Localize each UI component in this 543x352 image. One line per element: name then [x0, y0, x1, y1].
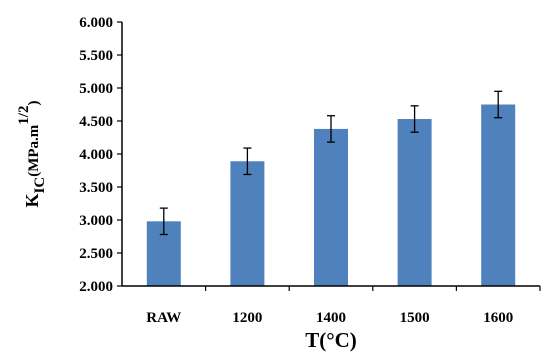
y-axis-title-close: ): [26, 101, 42, 106]
error-bar-1600: [494, 90, 503, 119]
y-axis-ticks: 2.000 2.500 3.000 3.500 4.000 4.500 5.000 5.500…: [79, 15, 122, 295]
x-axis-title: T(°C): [305, 328, 357, 352]
x-tick-label: 1600: [483, 310, 513, 326]
y-axis-title-subscript: IC: [32, 177, 48, 194]
x-tick-label: 1500: [400, 310, 430, 326]
error-bar-raw: [159, 207, 168, 236]
bar-1600: [481, 104, 516, 286]
error-bar-1500: [410, 105, 419, 133]
y-tick-label: 3.000: [79, 213, 113, 229]
x-tick-label: RAW: [146, 310, 181, 326]
y-axis-title: KIC(MPa.m1/2): [16, 101, 48, 208]
y-tick-label: 2.500: [79, 246, 113, 262]
y-tick-label: 5.000: [79, 81, 113, 97]
x-axis-ticks: RAW 1200 1400 1500 1600: [146, 286, 541, 326]
y-tick-label: 6.000: [79, 15, 113, 31]
y-axis-title-superscript: 1/2: [16, 106, 32, 125]
y-tick-label: 2.000: [79, 279, 113, 295]
x-tick-label: 1400: [316, 310, 346, 326]
y-axis-title-base: K: [22, 193, 42, 207]
y-tick-label: 5.500: [79, 48, 113, 64]
error-bars: [159, 90, 503, 236]
x-tick-label: 1200: [232, 310, 262, 326]
y-tick-label: 4.000: [79, 147, 113, 163]
y-axis-title-unit: (MPa.m: [26, 124, 42, 177]
bar-1400: [314, 128, 348, 286]
error-bar-1400: [327, 115, 335, 143]
y-tick-label: 3.500: [79, 180, 113, 196]
bar-1500: [397, 119, 432, 287]
y-tick-label: 4.500: [79, 114, 113, 130]
bar-1200: [230, 161, 265, 286]
bars: [146, 104, 516, 287]
error-bar-1200: [243, 147, 252, 176]
